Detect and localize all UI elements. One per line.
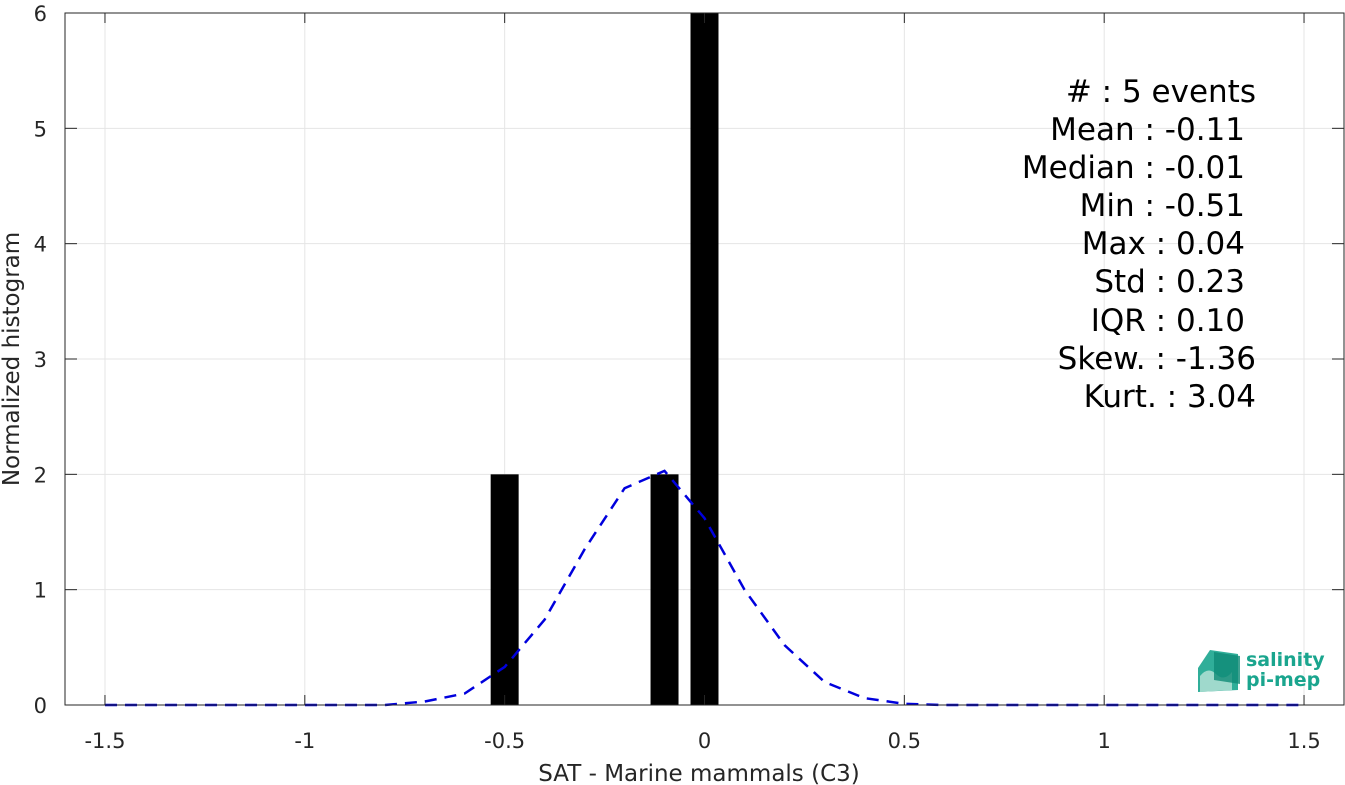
x-tick-label: 1.5: [1287, 729, 1320, 753]
y-tick-label: 2: [34, 463, 47, 487]
y-tick-label: 5: [34, 117, 47, 141]
histogram-bar: [490, 474, 519, 705]
salinity-pimep-logo: salinity pi-mep: [1198, 649, 1325, 692]
y-tick-label: 1: [34, 579, 47, 603]
logo-line-1: salinity: [1246, 649, 1325, 671]
y-tick-label: 0: [34, 694, 47, 718]
stat-max: Max : 0.04: [1082, 226, 1245, 262]
stat-events: # : 5 events: [1066, 74, 1256, 110]
histogram-bar: [690, 13, 719, 705]
stat-median: Median : -0.01: [1022, 150, 1245, 186]
x-tick-label: 0: [698, 729, 711, 753]
histogram-bar: [650, 474, 679, 705]
fit-curve-line: [105, 469, 1304, 707]
x-tick-label: -1.5: [84, 729, 125, 753]
wave-logo-icon: [1198, 650, 1240, 692]
stat-mean: Mean : -0.11: [1050, 112, 1245, 148]
x-tick-label: -0.5: [484, 729, 525, 753]
x-tick-label: 0.5: [888, 729, 921, 753]
stat-kurt: Kurt. : 3.04: [1084, 379, 1256, 415]
stat-skew: Skew. : -1.36: [1058, 341, 1256, 377]
y-tick-label: 3: [34, 348, 47, 372]
x-tick-label: -1: [294, 729, 315, 753]
y-axis-title: Normalized histogram: [0, 232, 25, 486]
stat-iqr: IQR : 0.10: [1091, 303, 1245, 339]
y-tick-label: 6: [34, 2, 47, 26]
bars: [490, 13, 719, 705]
x-tick-label: 1: [1098, 729, 1111, 753]
logo-line-2: pi-mep: [1246, 669, 1320, 691]
stats-annotation: # : 5 events Mean : -0.11 Median : -0.01…: [1022, 74, 1256, 415]
stat-min: Min : -0.51: [1080, 188, 1245, 224]
y-tick-label: 4: [34, 233, 47, 257]
fit-curve: [105, 469, 1304, 707]
x-axis-title: SAT - Marine mammals (C3): [538, 761, 860, 785]
stat-std: Std : 0.23: [1094, 264, 1245, 300]
axis-ticks: -1.5 -1 -0.5 0 0.5 1 1.5 0 1 2 3 4 5 6: [34, 2, 1344, 753]
